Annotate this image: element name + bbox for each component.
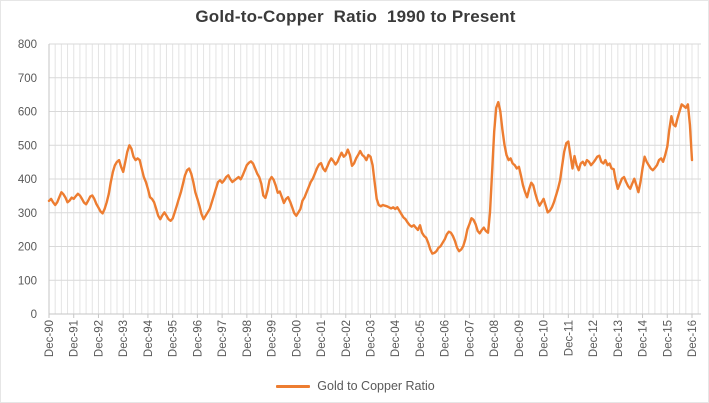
x-axis-tick-label: Dec-03	[366, 320, 378, 357]
x-axis-tick-label: Dec-16	[687, 320, 699, 357]
y-axis-tick-label: 200	[18, 242, 37, 254]
x-axis-tick-label: Dec-06	[440, 320, 452, 357]
y-axis-tick-label: 700	[18, 73, 37, 85]
x-axis-tick-label: Dec-96	[192, 320, 204, 357]
x-axis-tick-label: Dec-15	[662, 320, 674, 357]
y-axis-tick-label: 500	[18, 140, 37, 152]
x-axis-tick-label: Dec-90	[44, 320, 56, 357]
x-axis-tick-label: Dec-04	[390, 319, 402, 357]
x-axis-tick-label: Dec-05	[415, 320, 427, 357]
horizontal-gridlines	[49, 43, 701, 315]
x-axis-tick-label: Dec-14	[638, 319, 650, 357]
x-axis-tick-label: Dec-98	[242, 320, 254, 357]
y-axis-tick-label: 300	[18, 208, 37, 220]
y-axis-tick-label: 400	[18, 174, 37, 186]
x-axis-tick-label: Dec-95	[168, 320, 180, 357]
x-axis-tick-label: Dec-99	[267, 320, 279, 357]
x-axis-tick-label: Dec-92	[93, 320, 105, 357]
y-axis-tick-label: 100	[18, 275, 37, 287]
x-axis-tick-label: Dec-08	[489, 320, 501, 357]
x-axis-tick-label: Dec-13	[613, 320, 625, 357]
x-axis-tick-label: Dec-02	[341, 320, 353, 357]
x-axis-tick-label: Dec-09	[514, 320, 526, 357]
legend-label: Gold to Copper Ratio	[317, 379, 435, 393]
x-axis-tick-label: Dec-91	[69, 320, 81, 357]
y-axis-tick-label: 800	[18, 39, 37, 51]
ratio-line-series	[47, 100, 694, 255]
legend: Gold to Copper Ratio	[1, 379, 708, 393]
y-axis-labels: 0 100 200 300 400 500 600 700 800	[18, 39, 37, 321]
x-axis-tick-label: Dec-10	[539, 320, 551, 357]
x-axis-tick-label: Dec-93	[118, 320, 130, 357]
chart-title: Gold-to-Copper Ratio 1990 to Present	[195, 7, 516, 26]
x-axis-tick-label: Dec-12	[588, 320, 600, 357]
y-axis-tick-label: 0	[31, 309, 37, 321]
x-axis-tick-label: Dec-97	[217, 320, 229, 357]
x-axis-tick-label: Dec-00	[291, 320, 303, 357]
legend-line-swatch	[276, 384, 311, 388]
x-axis-tick-label: Dec-94	[143, 319, 155, 357]
y-axis-tick-label: 600	[18, 107, 37, 119]
x-axis-tick-label: Dec-11	[563, 320, 575, 356]
x-axis-tick-label: Dec-01	[316, 320, 328, 357]
x-axis-labels: Dec-90 Dec-91 Dec-92 Dec-93 Dec-94 Dec-95 Dec-…	[44, 319, 699, 357]
x-axis-tick-label: Dec-07	[464, 320, 476, 357]
x-axis-tick-marks	[48, 314, 693, 318]
